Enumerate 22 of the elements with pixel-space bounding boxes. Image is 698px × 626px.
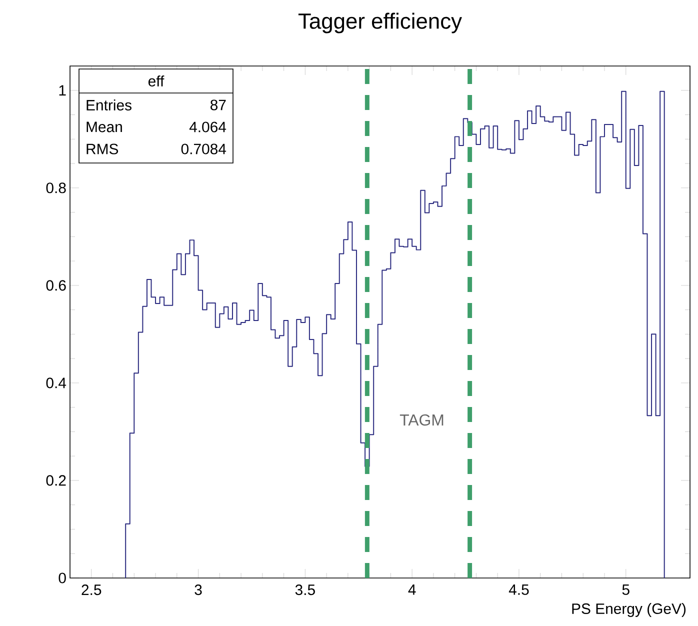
- x-tick-label: 3: [194, 584, 202, 596]
- x-axis-title: PS Energy (GeV): [572, 603, 686, 617]
- annotation: eff: [148, 76, 164, 86]
- x-tick-label: 4.5: [508, 584, 529, 595]
- annotation: 87: [210, 100, 226, 110]
- annotation: Mean: [86, 122, 122, 132]
- y-tick-label: 0: [58, 572, 66, 584]
- y-tick-label: 0.8: [46, 182, 66, 194]
- x-tick-label: 4: [408, 584, 416, 595]
- annotation: Entries: [86, 100, 132, 110]
- annotation: 0.7084: [181, 144, 226, 154]
- annotation: RMS: [86, 144, 118, 154]
- x-tick-label: 3.5: [295, 584, 315, 596]
- y-tick-label: 0.4: [46, 378, 66, 388]
- x-tick-label: 2.5: [82, 584, 102, 596]
- chart-title: Tagger efficiency: [298, 12, 462, 34]
- annotation: 4.064: [189, 122, 226, 132]
- y-tick-label: 0.2: [46, 475, 66, 486]
- annotation: TAGM: [400, 414, 444, 426]
- y-tick-label: 0.6: [46, 280, 66, 291]
- x-tick-label: 5: [622, 584, 630, 595]
- y-tick-label: 1: [59, 85, 66, 96]
